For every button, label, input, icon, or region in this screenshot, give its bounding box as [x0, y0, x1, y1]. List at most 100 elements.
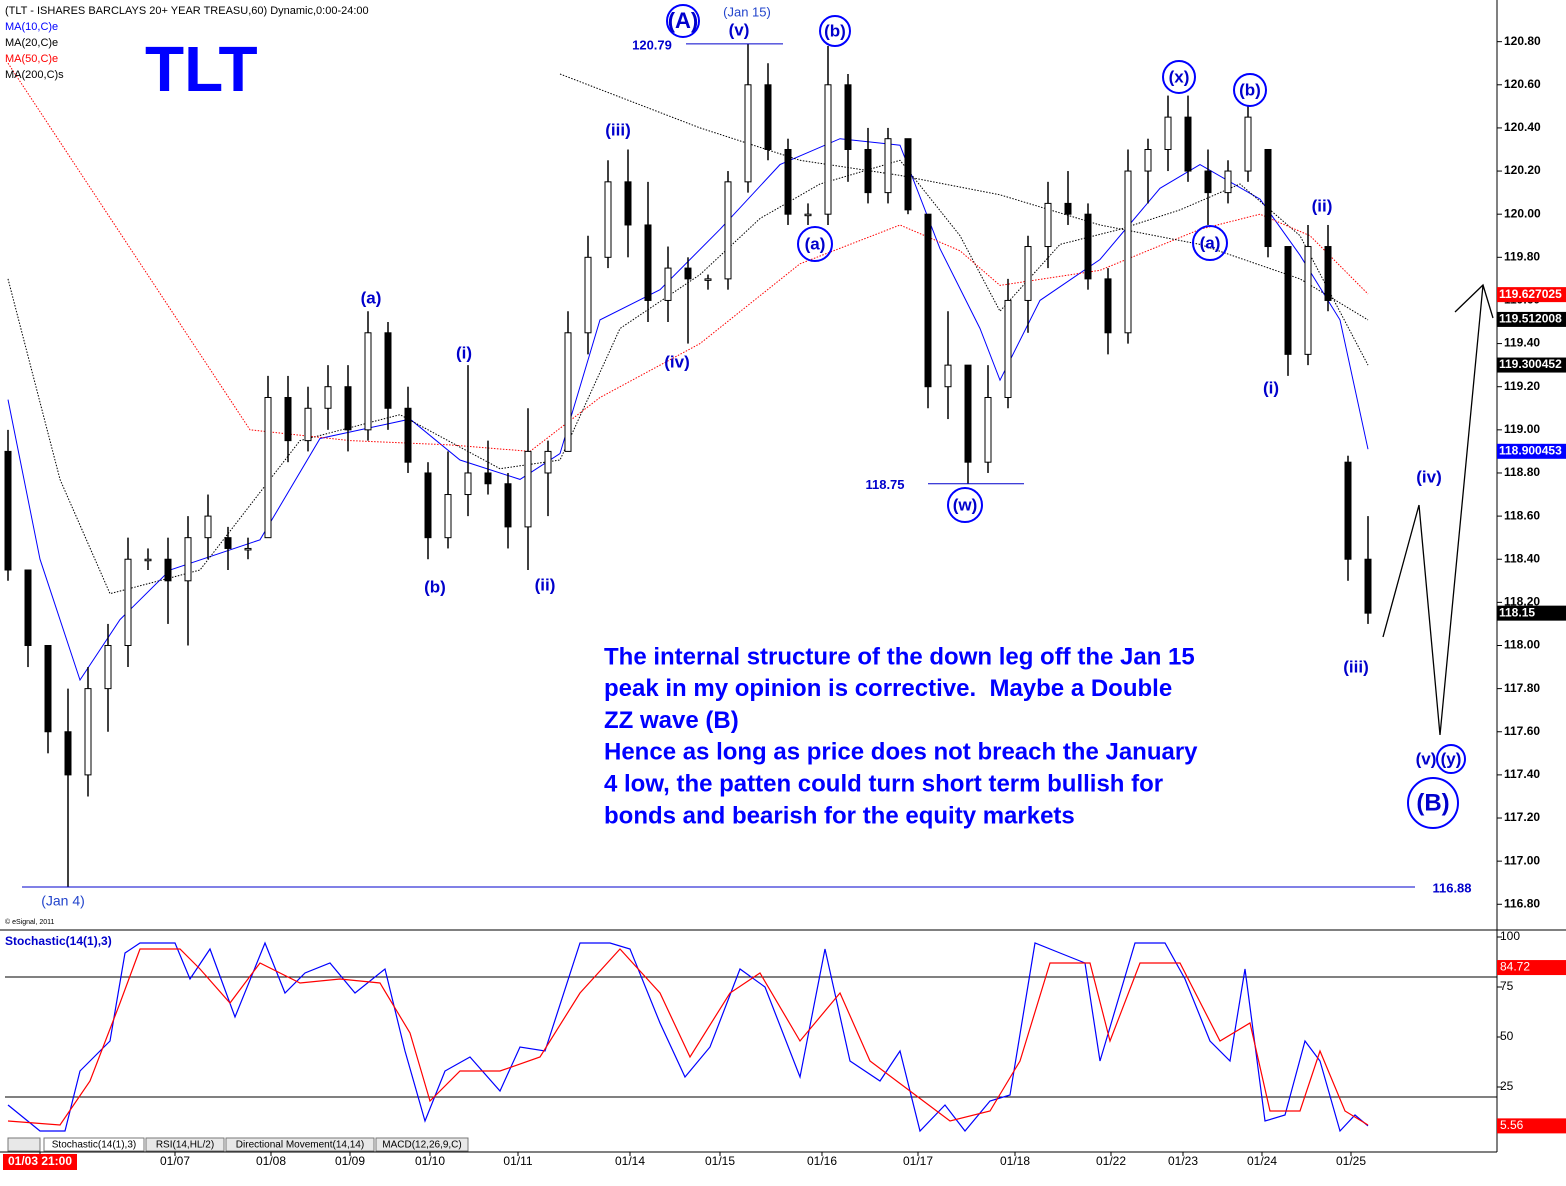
indicator-tab[interactable]	[145, 1137, 225, 1152]
legend-entry: MA(20,C)e	[5, 37, 58, 49]
candle-body	[744, 84, 752, 183]
moving-average-line	[7, 62, 1369, 452]
candle-body	[604, 181, 612, 258]
x-tick-label: 01/03 21:00	[8, 1154, 72, 1168]
indicator-title: Stochastic(14(1),3)	[5, 934, 112, 948]
stochastic-line	[7, 941, 1369, 1133]
candle-body	[784, 148, 792, 215]
indicator-tab-label[interactable]: Stochastic(14(1),3)	[52, 1140, 136, 1151]
indicator-tab[interactable]	[43, 1137, 145, 1152]
indicator-tab-label[interactable]: Directional Movement(14,14)	[236, 1140, 364, 1151]
candle-body	[1344, 461, 1352, 560]
candle-body	[944, 364, 952, 388]
credit: © eSignal, 2011	[5, 918, 55, 926]
y-tick-label: 75	[1500, 979, 1514, 993]
candle-body	[704, 278, 712, 281]
price-tag-box	[1497, 1118, 1566, 1134]
x-tick-label: 01/17	[903, 1154, 933, 1168]
candle-body	[1364, 558, 1372, 614]
candle-body	[484, 472, 492, 485]
x-tick-label: 01/08	[256, 1154, 286, 1168]
candle-body	[224, 537, 232, 549]
y-tick-label: 116.80	[1504, 896, 1540, 910]
comment-line: ZZ wave (B)	[604, 707, 739, 734]
wave-label: (Jan 15)	[723, 4, 771, 19]
wave-label: (v)	[729, 20, 750, 39]
moving-average-line	[7, 138, 1369, 682]
price-tag-box	[1497, 287, 1566, 303]
level-label: 120.79	[632, 37, 672, 52]
price-tag-box	[1497, 443, 1566, 459]
y-tick-label: 100	[1500, 929, 1520, 943]
candle-body	[1164, 116, 1172, 150]
indicator-tab-label[interactable]: MACD(12,26,9,C)	[382, 1140, 461, 1151]
candle-body	[104, 644, 112, 690]
header: (TLT - ISHARES BARCLAYS 20+ YEAR TREASU,…	[5, 5, 369, 17]
indicator-tab[interactable]	[225, 1137, 375, 1152]
wave-label: (iii)	[605, 120, 631, 139]
candle-body	[1284, 246, 1292, 355]
candle-body	[304, 407, 312, 442]
comment-line: peak in my opinion is corrective. Maybe …	[604, 675, 1172, 702]
wave-label: (v)	[1416, 749, 1437, 768]
y-tick-label: 119.80	[1504, 249, 1540, 263]
x-tick-label: 01/11	[503, 1154, 532, 1168]
price-tag-label: 84.72	[1500, 960, 1530, 974]
wave-label: (i)	[1263, 378, 1279, 397]
candle-body	[1184, 116, 1192, 172]
y-tick-label: 120.80	[1504, 34, 1541, 48]
candle-body	[1324, 246, 1332, 301]
candle-body	[1004, 299, 1012, 398]
candle-body	[924, 213, 932, 388]
price-tag-label: 118.900453	[1499, 443, 1562, 457]
candle-body	[364, 332, 372, 431]
y-tick-label: 117.80	[1504, 681, 1540, 695]
projection-path	[1382, 283, 1494, 736]
wave-circle	[1192, 225, 1228, 261]
candle-body	[4, 450, 12, 571]
price-tag-box	[1497, 960, 1566, 976]
candle-body	[684, 267, 692, 280]
candle-body	[444, 494, 452, 539]
candle-body	[1124, 170, 1132, 334]
x-tick-label: 01/25	[1336, 1154, 1366, 1168]
wave-label: (Jan 4)	[41, 893, 85, 909]
comment-line: 4 low, the patten could turn short term …	[604, 771, 1163, 798]
candle-body	[1044, 202, 1052, 248]
x-tick-label: 01/10	[415, 1154, 445, 1168]
candle-body	[664, 267, 672, 301]
candle-body	[24, 569, 32, 646]
wave-label: (B)	[1416, 789, 1449, 816]
x-tick-label: 01/24	[1247, 1154, 1277, 1168]
candle-body	[244, 547, 252, 551]
y-tick-label: 118.60	[1504, 508, 1540, 522]
indicator-tab-label[interactable]: RSI(14,HL/2)	[156, 1140, 214, 1151]
candle-body	[124, 558, 132, 646]
candle-body	[544, 450, 552, 474]
y-tick-label: 119.20	[1504, 379, 1540, 393]
level-label: 118.75	[865, 477, 904, 492]
x-tick-label: 01/22	[1096, 1154, 1126, 1168]
candle-body	[84, 688, 92, 776]
y-tick-label: 119.00	[1504, 422, 1540, 436]
candle-body	[1064, 202, 1072, 215]
wave-label: (b)	[424, 577, 446, 596]
wave-label: (y)	[1441, 749, 1462, 768]
y-tick-label: 117.20	[1504, 810, 1540, 824]
candle-body	[344, 386, 352, 431]
price-tag-label: 118.15	[1499, 605, 1535, 619]
y-tick-label: 117.60	[1504, 724, 1540, 738]
candle-body	[184, 537, 192, 582]
indicator-tab[interactable]	[375, 1137, 469, 1152]
tab-scroll[interactable]	[7, 1137, 41, 1152]
wave-circle	[1436, 744, 1466, 774]
y-tick-label: 118.00	[1504, 638, 1540, 652]
candle-body	[904, 138, 912, 211]
legend-entry: MA(200,C)s	[5, 69, 64, 81]
candle-body	[404, 407, 412, 463]
candle-body	[764, 84, 772, 150]
candle-body	[844, 84, 852, 150]
wave-label: (ii)	[1312, 196, 1333, 215]
candle-body	[1224, 170, 1232, 194]
